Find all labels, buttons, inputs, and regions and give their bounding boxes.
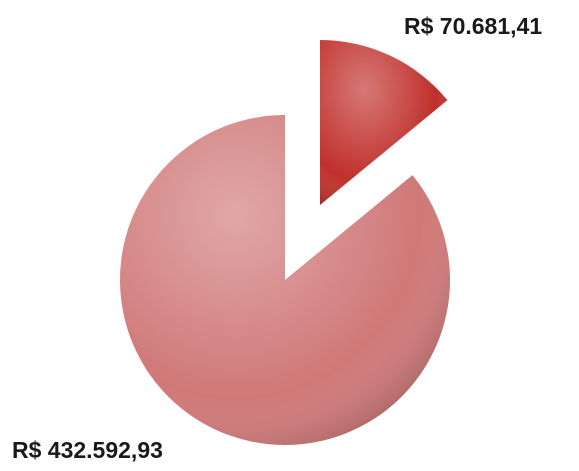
data-label: R$ 432.592,93	[12, 437, 163, 463]
data-label: R$ 70.681,41	[404, 13, 542, 39]
slice-shade	[320, 40, 448, 205]
slice-shade	[119, 115, 451, 445]
